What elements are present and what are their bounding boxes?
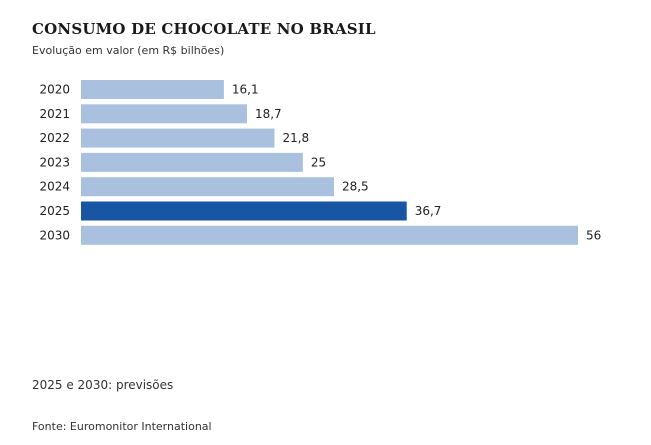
bar-2021 [81, 104, 247, 124]
bar-2024 [81, 177, 334, 197]
category-label-2024: 2024 [39, 180, 70, 194]
bar-2025 [81, 201, 407, 221]
category-label-2021: 2021 [39, 107, 70, 121]
bar-2020 [81, 80, 224, 99]
category-label-2022: 2022 [39, 131, 70, 145]
value-label-2024: 28,5 [342, 180, 369, 194]
bar-2030 [81, 225, 578, 245]
category-label-2023: 2023 [39, 155, 70, 169]
category-label-2025: 2025 [39, 204, 70, 218]
value-label-2021: 18,7 [255, 107, 282, 121]
bar-2023 [81, 152, 303, 172]
bar-2022 [81, 128, 275, 148]
value-label-2025: 36,7 [415, 204, 442, 218]
category-label-2020: 2020 [39, 83, 70, 97]
value-label-2020: 16,1 [232, 83, 259, 97]
value-label-2022: 21,8 [282, 131, 309, 145]
chart-subtitle: Evolução em valor (em R$ bilhões) [32, 44, 225, 57]
source-credit: Fonte: Euromonitor International [32, 420, 212, 433]
value-label-2023: 25 [311, 155, 326, 169]
chart-title: CONSUMO DE CHOCOLATE NO BRASIL [32, 20, 376, 38]
category-label-2030: 2030 [39, 228, 70, 242]
value-label-2030: 56 [586, 228, 601, 242]
bar-chart: 2020 16,1 2021 18,7 2022 21,8 2023 25 2024 28,5 20… [39, 80, 601, 245]
forecast-note: 2025 e 2030: previsões [32, 378, 174, 392]
